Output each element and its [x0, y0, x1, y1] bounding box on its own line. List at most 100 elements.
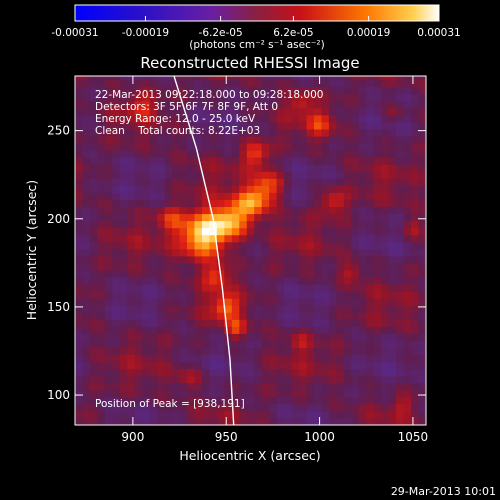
heatmap-cell: [239, 291, 248, 299]
heatmap-cell: [172, 340, 181, 349]
heatmap-cell: [157, 382, 166, 391]
heatmap-cell: [336, 100, 345, 109]
heatmap-cell: [187, 354, 196, 363]
heatmap-cell: [179, 375, 188, 384]
heatmap-cell: [261, 185, 270, 193]
heatmap-cell: [403, 227, 412, 236]
heatmap-cell: [276, 199, 285, 208]
heatmap-cell: [142, 305, 151, 313]
heatmap-cell: [149, 298, 158, 306]
heatmap-cell: [149, 347, 158, 356]
heatmap-cell: [127, 340, 136, 349]
heatmap-cell: [224, 410, 233, 419]
heatmap-cell: [149, 283, 158, 292]
heatmap-cell: [396, 206, 405, 215]
heatmap-cell: [89, 319, 99, 327]
heatmap-cell: [284, 319, 293, 327]
heatmap-cell: [366, 375, 375, 384]
heatmap-cell: [269, 178, 278, 186]
heatmap-cell: [89, 79, 99, 88]
heatmap-cell: [187, 283, 196, 292]
heatmap-cell: [381, 361, 390, 370]
heatmap-cell: [216, 248, 225, 257]
heatmap-cell: [179, 248, 188, 257]
heatmap-cell: [179, 396, 188, 405]
heatmap-cell: [209, 171, 218, 179]
heatmap-cell: [89, 241, 99, 250]
heatmap-cell: [172, 114, 181, 123]
heatmap-cell: [396, 128, 405, 137]
heatmap-cell: [194, 107, 203, 116]
heatmap-cell: [127, 417, 136, 425]
heatmap-cell: [179, 157, 188, 165]
heatmap-cell: [89, 262, 99, 271]
heatmap-cell: [239, 213, 248, 222]
heatmap-cell: [403, 319, 412, 327]
heatmap-cell: [142, 417, 151, 425]
heatmap-cell: [209, 114, 218, 123]
heatmap-cell: [366, 135, 375, 144]
heatmap-cell: [321, 333, 330, 341]
heatmap-cell: [299, 248, 308, 257]
heatmap-cell: [149, 403, 158, 412]
heatmap-cell: [194, 389, 203, 398]
heatmap-cell: [291, 333, 300, 341]
heatmap-cell: [112, 227, 121, 236]
heatmap-cell: [328, 291, 337, 299]
heatmap-cell: [224, 100, 233, 109]
heatmap-cell: [89, 121, 99, 130]
heatmap-cell: [418, 354, 426, 363]
heatmap-cell: [284, 128, 293, 137]
heatmap-cell: [239, 114, 248, 123]
heatmap-cell: [97, 142, 106, 151]
heatmap-cell: [157, 291, 166, 299]
heatmap-cell: [396, 283, 405, 292]
heatmap-cell: [75, 248, 84, 257]
heatmap-cell: [89, 375, 99, 384]
heatmap-cell: [291, 199, 300, 208]
heatmap-cell: [261, 347, 270, 356]
heatmap-cell: [194, 403, 203, 412]
heatmap-cell: [134, 164, 143, 172]
heatmap-cell: [149, 185, 158, 193]
heatmap-cell: [254, 354, 263, 363]
heatmap-cell: [306, 192, 315, 200]
heatmap-cell: [373, 142, 382, 151]
heatmap-cell: [157, 199, 166, 208]
heatmap-cell: [75, 227, 84, 236]
heatmap-cell: [299, 375, 308, 384]
heatmap-cell: [201, 206, 211, 215]
heatmap-cell: [194, 255, 203, 264]
heatmap-cell: [112, 298, 121, 306]
heatmap-cell: [411, 312, 420, 320]
heatmap-cell: [231, 312, 240, 320]
heatmap-cell: [343, 375, 352, 384]
heatmap-cell: [299, 276, 308, 285]
heatmap-cell: [224, 76, 233, 81]
heatmap-cell: [418, 227, 426, 236]
heatmap-cell: [149, 340, 158, 349]
heatmap-cell: [157, 333, 166, 341]
heatmap-cell: [231, 142, 240, 151]
heatmap-cell: [388, 135, 397, 144]
heatmap-cell: [336, 206, 345, 215]
heatmap-cell: [336, 93, 345, 102]
heatmap-cell: [284, 403, 293, 412]
heatmap-cell: [246, 305, 255, 313]
heatmap-cell: [201, 382, 211, 391]
heatmap-cell: [261, 114, 270, 123]
heatmap-cell: [388, 248, 397, 257]
heatmap-cell: [134, 347, 143, 356]
heatmap-cell: [187, 319, 196, 327]
heatmap-cell: [366, 185, 375, 193]
heatmap-cell: [209, 375, 218, 384]
heatmap-cell: [119, 368, 128, 377]
heatmap-cell: [381, 128, 390, 137]
heatmap-cell: [142, 382, 151, 391]
heatmap-cell: [89, 150, 99, 158]
heatmap-cell: [134, 107, 143, 116]
heatmap-cell: [187, 164, 196, 172]
heatmap-cell: [381, 410, 390, 419]
heatmap-cell: [284, 396, 293, 405]
heatmap-cell: [216, 185, 225, 193]
